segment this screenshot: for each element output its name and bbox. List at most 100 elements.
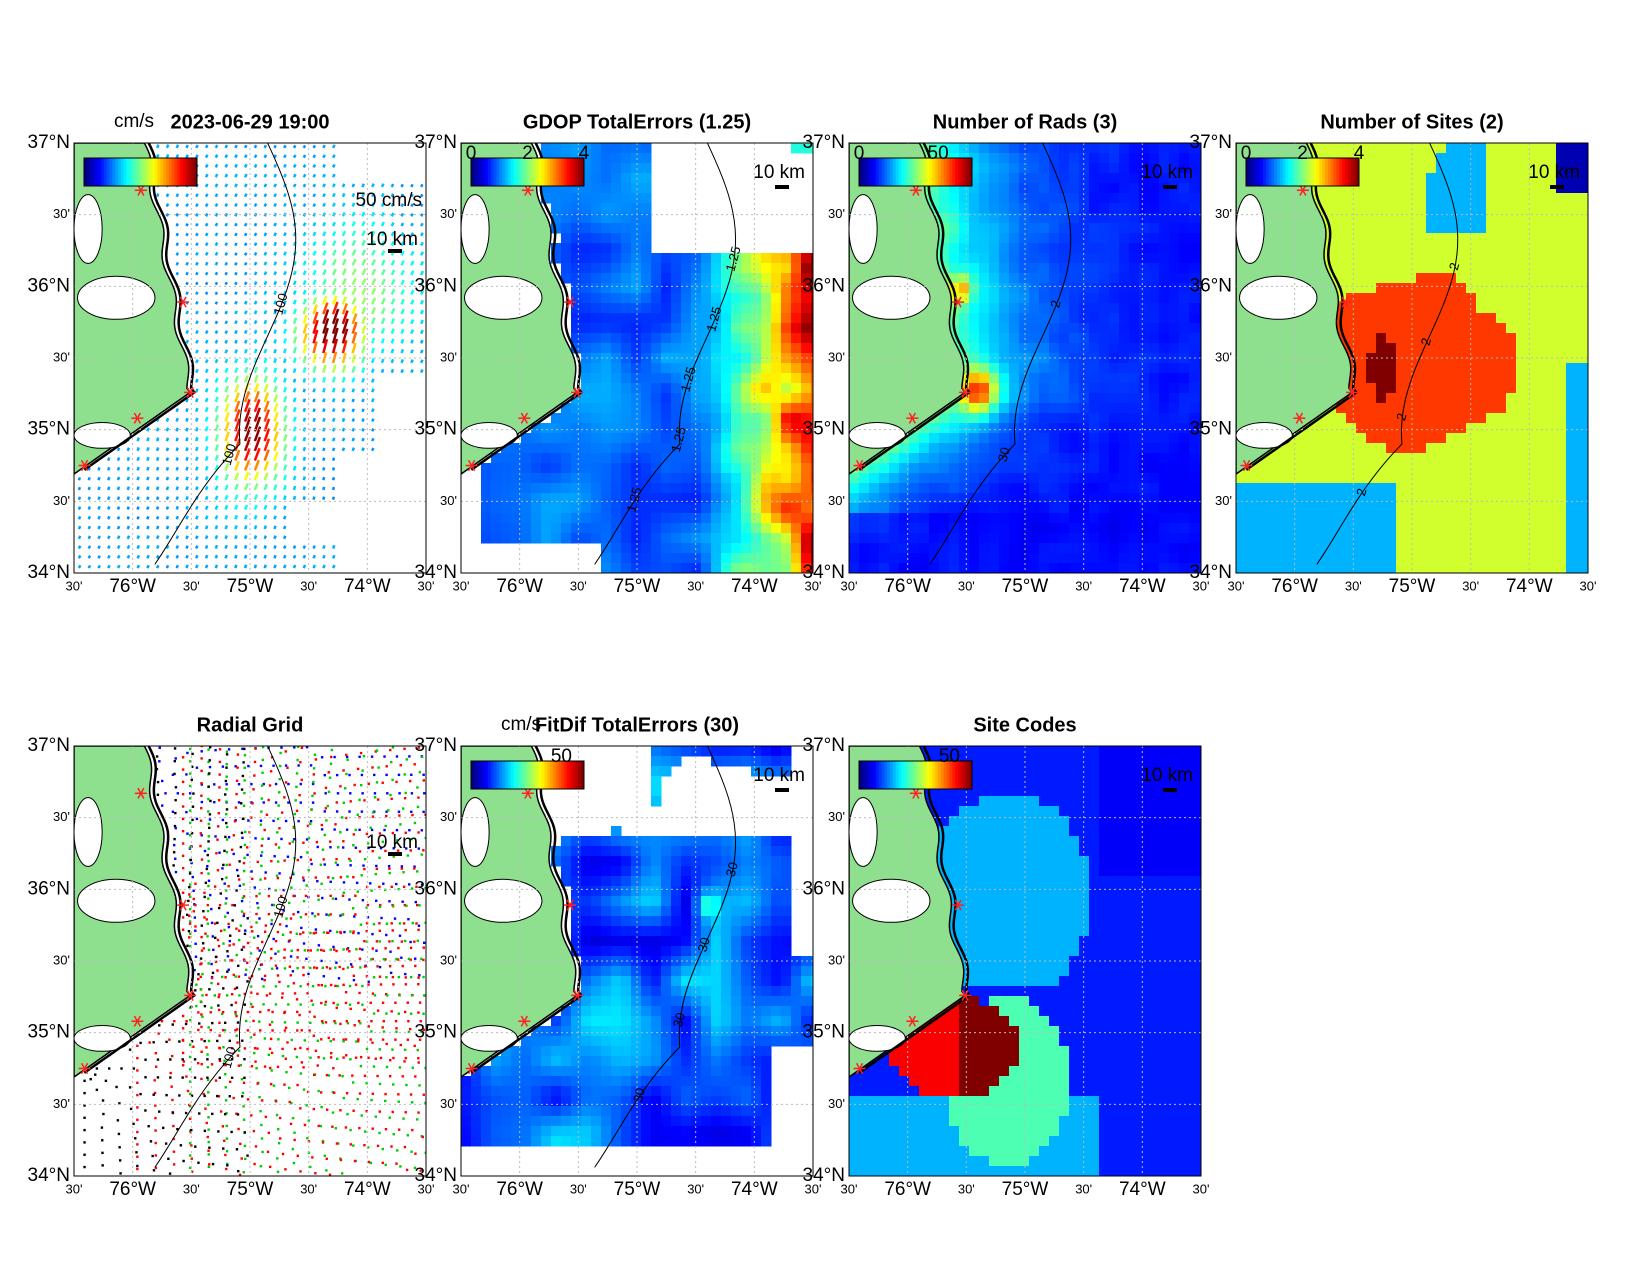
field-cell (1189, 213, 1200, 224)
field-cell (1546, 373, 1557, 384)
current-vector (234, 339, 238, 344)
field-cell (1476, 163, 1487, 174)
field-cell (1416, 263, 1427, 274)
current-vector (312, 398, 316, 403)
current-vector (146, 496, 150, 501)
field-cell (1526, 323, 1537, 334)
field-cell (1139, 193, 1150, 204)
field-cell (541, 463, 552, 474)
field-cell (1406, 433, 1417, 444)
field-cell (571, 343, 582, 354)
field-cell (1436, 323, 1447, 334)
current-vector (116, 496, 121, 501)
field-cell (1119, 153, 1130, 164)
field-cell (701, 403, 712, 414)
field-cell (1536, 393, 1547, 404)
field-cell (1159, 553, 1170, 564)
field-cell (1516, 173, 1527, 184)
field-cell (899, 533, 910, 544)
field-cell (771, 563, 782, 573)
field-cell (751, 533, 762, 544)
field-cell (1149, 373, 1160, 384)
field-cell (701, 413, 712, 424)
current-vector (371, 418, 375, 423)
field-cell (581, 243, 592, 254)
current-vector (243, 504, 249, 510)
colorbar-segment (873, 158, 877, 186)
current-vector (263, 409, 270, 422)
current-vector (253, 251, 258, 256)
field-cell (1346, 193, 1357, 204)
field-cell (621, 303, 632, 314)
field-cell (1189, 303, 1200, 314)
field-cell (1009, 493, 1020, 504)
field-cell (591, 153, 602, 164)
field-cell (1059, 563, 1070, 573)
field-cell (1199, 423, 1201, 434)
field-cell (1189, 373, 1200, 384)
current-vector (312, 183, 317, 188)
field-cell (1169, 243, 1180, 254)
site-marker (566, 296, 574, 308)
field-cell (959, 273, 970, 284)
field-cell (1179, 453, 1190, 464)
current-vector (400, 222, 405, 227)
current-vector (97, 515, 101, 520)
field-cell (929, 473, 940, 484)
field-cell (1546, 303, 1557, 314)
field-cell (1159, 393, 1170, 404)
field-cell (781, 383, 792, 394)
field-cell (1139, 153, 1150, 164)
field-cell (1536, 193, 1547, 204)
field-cell (1019, 263, 1030, 274)
field-cell (811, 343, 813, 354)
field-cell (1159, 213, 1170, 224)
field-cell (1536, 323, 1547, 334)
current-vector (400, 212, 405, 217)
current-vector (292, 260, 297, 266)
field-cell (1139, 463, 1150, 474)
field-cell (1336, 423, 1347, 434)
field-cell (959, 403, 970, 414)
field-cell (1069, 483, 1080, 494)
field-cell (889, 483, 900, 494)
current-vector (371, 268, 377, 276)
current-vector (107, 496, 111, 501)
field-cell (581, 423, 592, 434)
current-vector (224, 484, 229, 491)
current-vector (204, 455, 209, 462)
lat-tick-label: 35°N (803, 419, 845, 440)
field-cell (979, 263, 990, 274)
field-cell (1506, 403, 1517, 414)
field-cell (581, 153, 592, 164)
field-cell (1089, 193, 1100, 204)
field-cell (601, 293, 612, 304)
field-cell (1586, 163, 1588, 174)
field-cell (1019, 333, 1030, 344)
current-vector (253, 232, 258, 237)
field-cell (581, 413, 592, 424)
field-cell (919, 423, 930, 434)
field-cell (1506, 313, 1517, 324)
field-cell (1376, 363, 1387, 374)
field-cell (1189, 503, 1200, 514)
current-vector (253, 471, 260, 481)
field-cell (999, 563, 1010, 573)
field-cell (1386, 223, 1397, 234)
current-vector (263, 319, 268, 325)
current-vector (204, 495, 209, 501)
current-vector (185, 456, 189, 461)
field-cell (1049, 443, 1060, 454)
field-cell (681, 523, 692, 534)
current-vector (165, 486, 170, 491)
field-cell (1346, 373, 1357, 384)
field-cell (1466, 143, 1477, 154)
field-cell (979, 293, 990, 304)
field-cell (701, 343, 712, 354)
colorbar-segment (547, 158, 551, 186)
field-cell (1566, 383, 1577, 394)
colorbar-segment (519, 158, 523, 186)
field-cell (611, 453, 622, 464)
current-vector (331, 278, 337, 286)
